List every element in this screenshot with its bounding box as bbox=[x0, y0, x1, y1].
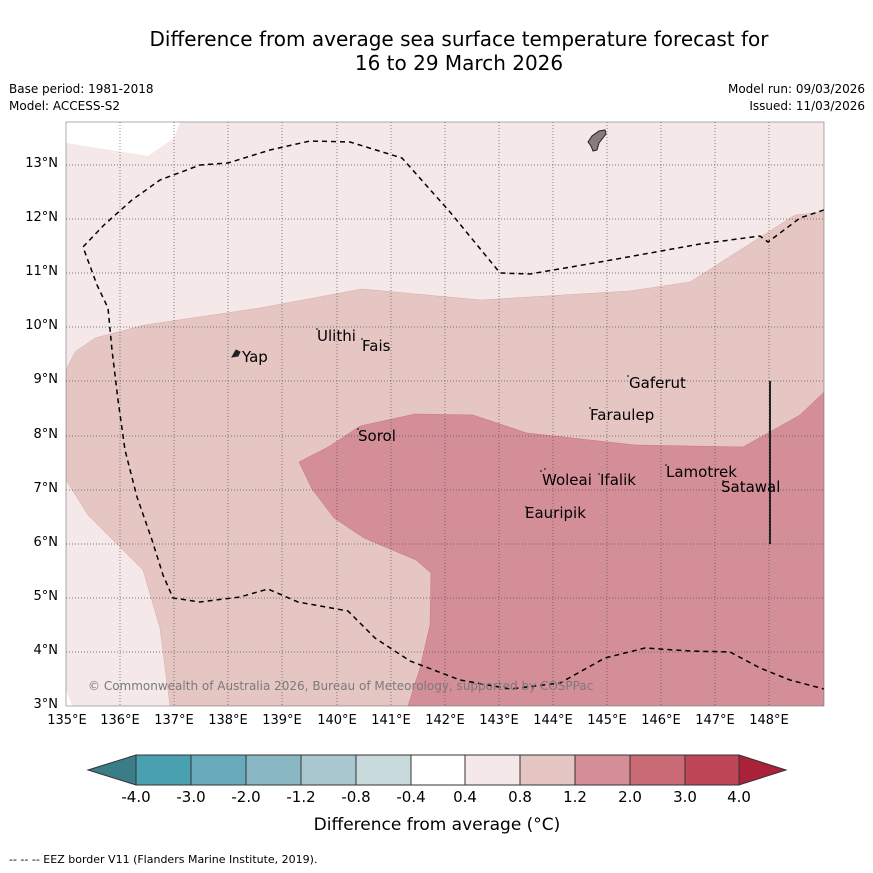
colorbar-label: -0.8 bbox=[341, 788, 371, 806]
lon-label-136e: 136°E bbox=[100, 713, 140, 728]
lat-label-5n: 5°N bbox=[33, 589, 59, 604]
title-line-1: Difference from average sea surface temp… bbox=[149, 27, 769, 51]
colorbar-swatch-9 bbox=[575, 755, 630, 785]
issued-date: Issued: 11/03/2026 bbox=[749, 99, 865, 113]
lat-label-10n: 10°N bbox=[25, 318, 58, 333]
place-satawal: Satawal bbox=[721, 478, 780, 496]
anomaly-band-neutral bbox=[66, 122, 180, 156]
colorbar-title: Difference from average (°C) bbox=[313, 815, 561, 835]
colorbar-swatch-11 bbox=[685, 755, 739, 785]
lon-label-147e: 147°E bbox=[695, 713, 735, 728]
yap-island bbox=[231, 349, 241, 358]
colorbar-label: 1.2 bbox=[563, 788, 587, 806]
colorbar-swatch-4 bbox=[301, 755, 356, 785]
map-frame bbox=[65, 121, 825, 707]
colorbar-label: -3.0 bbox=[176, 788, 206, 806]
colorbar-label: 4.0 bbox=[727, 788, 751, 806]
lat-label-7n: 7°N bbox=[33, 481, 59, 496]
lat-label-3n: 3°N bbox=[33, 697, 59, 712]
eez-border bbox=[82, 140, 824, 690]
place-fais: Fais bbox=[362, 337, 391, 355]
lon-label-146e: 146°E bbox=[641, 713, 681, 728]
colorbar-extend-high bbox=[738, 754, 788, 786]
colorbar bbox=[86, 754, 788, 786]
place-gaferut: Gaferut bbox=[629, 374, 686, 392]
anomaly-band-1.2-2.0 bbox=[298, 391, 824, 706]
place-sorol: Sorol bbox=[358, 427, 396, 445]
place-ifalik: Ifalik bbox=[600, 471, 636, 489]
colorbar-swatch-7 bbox=[465, 755, 520, 785]
meta-right: Model run: 09/03/2026 Issued: 11/03/2026 bbox=[728, 81, 865, 115]
lon-label-137e: 137°E bbox=[154, 713, 194, 728]
lon-label-143e: 143°E bbox=[479, 713, 519, 728]
place-woleai: Woleai bbox=[542, 471, 592, 489]
copyright-note: © Commonwealth of Australia 2026, Bureau… bbox=[88, 679, 593, 693]
lat-label-9n: 9°N bbox=[33, 372, 59, 387]
colorbar-label: -1.2 bbox=[286, 788, 316, 806]
eez-legend: -- -- -- EEZ border V11 (Flanders Marine… bbox=[9, 853, 318, 866]
atoll-dots bbox=[316, 328, 724, 508]
colorbar-swatch-6 bbox=[411, 755, 465, 785]
lon-label-145e: 145°E bbox=[587, 713, 627, 728]
place-eauripik: Eauripik bbox=[525, 504, 586, 522]
colorbar-swatch-2 bbox=[191, 755, 246, 785]
lat-label-13n: 13°N bbox=[25, 156, 58, 171]
colorbar-label: -0.4 bbox=[396, 788, 426, 806]
title-line-2: 16 to 29 March 2026 bbox=[354, 51, 564, 75]
lat-label-8n: 8°N bbox=[33, 427, 59, 442]
lat-label-12n: 12°N bbox=[25, 210, 58, 225]
colorbar-swatch-10 bbox=[630, 755, 685, 785]
lon-label-142e: 142°E bbox=[425, 713, 465, 728]
colorbar-label: -4.0 bbox=[121, 788, 151, 806]
colorbar-swatch-8 bbox=[520, 755, 575, 785]
colorbar-label: 0.4 bbox=[453, 788, 477, 806]
colorbar-swatch-3 bbox=[246, 755, 301, 785]
colorbar-swatch-1 bbox=[136, 755, 191, 785]
lon-label-140e: 140°E bbox=[317, 713, 357, 728]
colorbar-label: 3.0 bbox=[673, 788, 697, 806]
lon-label-148e: 148°E bbox=[749, 713, 789, 728]
guam-island bbox=[587, 129, 607, 152]
lon-label-135e: 135°E bbox=[47, 713, 87, 728]
chart-title: Difference from average sea surface temp… bbox=[0, 27, 873, 75]
place-lamotrek: Lamotrek bbox=[666, 463, 737, 481]
lat-label-6n: 6°N bbox=[33, 535, 59, 550]
colorbar-label: 2.0 bbox=[618, 788, 642, 806]
colorbar-swatch-5 bbox=[356, 755, 411, 785]
lon-label-139e: 139°E bbox=[262, 713, 302, 728]
lon-label-141e: 141°E bbox=[371, 713, 411, 728]
lat-label-11n: 11°N bbox=[25, 264, 58, 279]
place-yap: Yap bbox=[241, 348, 268, 366]
colorbar-label: -2.0 bbox=[231, 788, 261, 806]
meta-left: Base period: 1981-2018 Model: ACCESS-S2 bbox=[9, 81, 154, 115]
place-ulithi: Ulithi bbox=[317, 327, 356, 345]
model-name: Model: ACCESS-S2 bbox=[9, 99, 121, 113]
lon-label-138e: 138°E bbox=[208, 713, 248, 728]
lon-label-144e: 144°E bbox=[533, 713, 573, 728]
model-run: Model run: 09/03/2026 bbox=[727, 82, 865, 96]
place-faraulep: Faraulep bbox=[590, 406, 654, 424]
lat-label-4n: 4°N bbox=[33, 643, 59, 658]
base-period: Base period: 1981-2018 bbox=[9, 82, 154, 96]
colorbar-label: 0.8 bbox=[508, 788, 532, 806]
colorbar-extend-low bbox=[86, 754, 137, 786]
